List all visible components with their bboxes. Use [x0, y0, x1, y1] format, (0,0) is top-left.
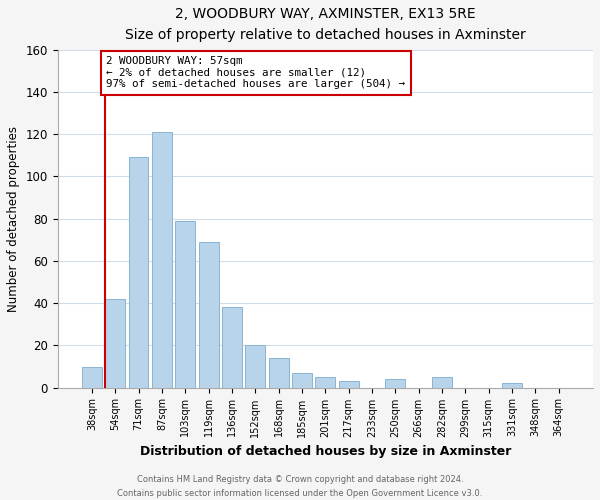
Bar — [175, 221, 195, 388]
Bar — [339, 382, 359, 388]
Bar — [269, 358, 289, 388]
Text: Contains HM Land Registry data © Crown copyright and database right 2024.
Contai: Contains HM Land Registry data © Crown c… — [118, 476, 482, 498]
Bar — [222, 308, 242, 388]
Bar — [316, 377, 335, 388]
Bar — [245, 346, 265, 388]
Bar — [385, 379, 405, 388]
Text: 2 WOODBURY WAY: 57sqm
← 2% of detached houses are smaller (12)
97% of semi-detac: 2 WOODBURY WAY: 57sqm ← 2% of detached h… — [106, 56, 406, 89]
Y-axis label: Number of detached properties: Number of detached properties — [7, 126, 20, 312]
Bar — [199, 242, 218, 388]
Bar — [432, 377, 452, 388]
Title: 2, WOODBURY WAY, AXMINSTER, EX13 5RE
Size of property relative to detached house: 2, WOODBURY WAY, AXMINSTER, EX13 5RE Siz… — [125, 7, 526, 42]
Bar — [292, 373, 312, 388]
X-axis label: Distribution of detached houses by size in Axminster: Distribution of detached houses by size … — [140, 445, 511, 458]
Bar — [128, 158, 148, 388]
Bar — [82, 366, 102, 388]
Bar — [105, 299, 125, 388]
Bar — [152, 132, 172, 388]
Bar — [502, 384, 522, 388]
